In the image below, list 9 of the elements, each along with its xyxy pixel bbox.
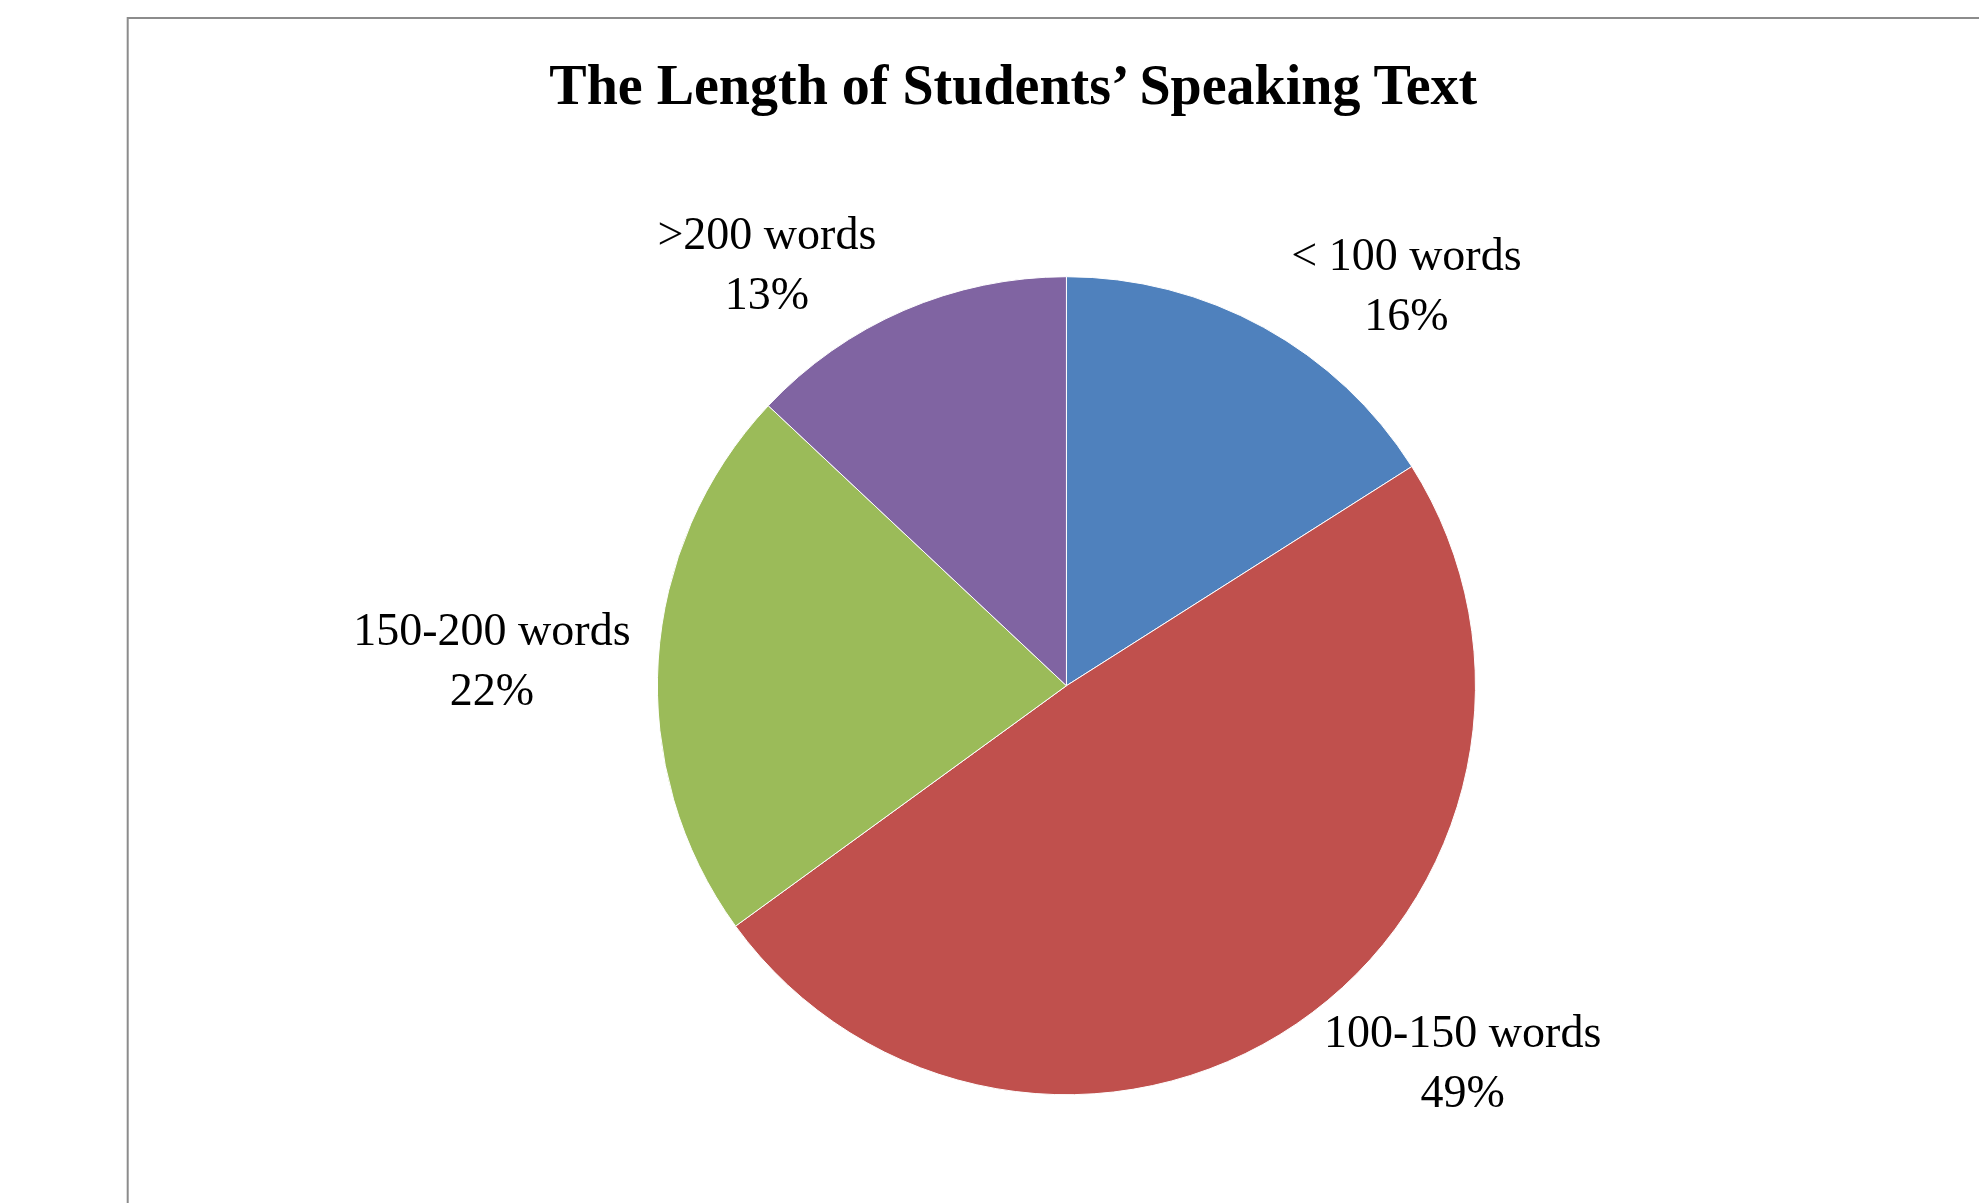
chart-title: The Length of Students’ Speaking Text: [549, 53, 1478, 116]
data-label: 22%: [449, 664, 535, 716]
slice-label: 150-200 words: [353, 604, 631, 656]
slice-label: >200 words: [657, 208, 877, 260]
data-label: 13%: [724, 268, 810, 320]
slice-label: < 100 words: [1291, 229, 1522, 281]
slice-label: 100-150 words: [1324, 1006, 1602, 1058]
data-label: 49%: [1420, 1066, 1505, 1118]
data-label: 16%: [1364, 289, 1449, 341]
